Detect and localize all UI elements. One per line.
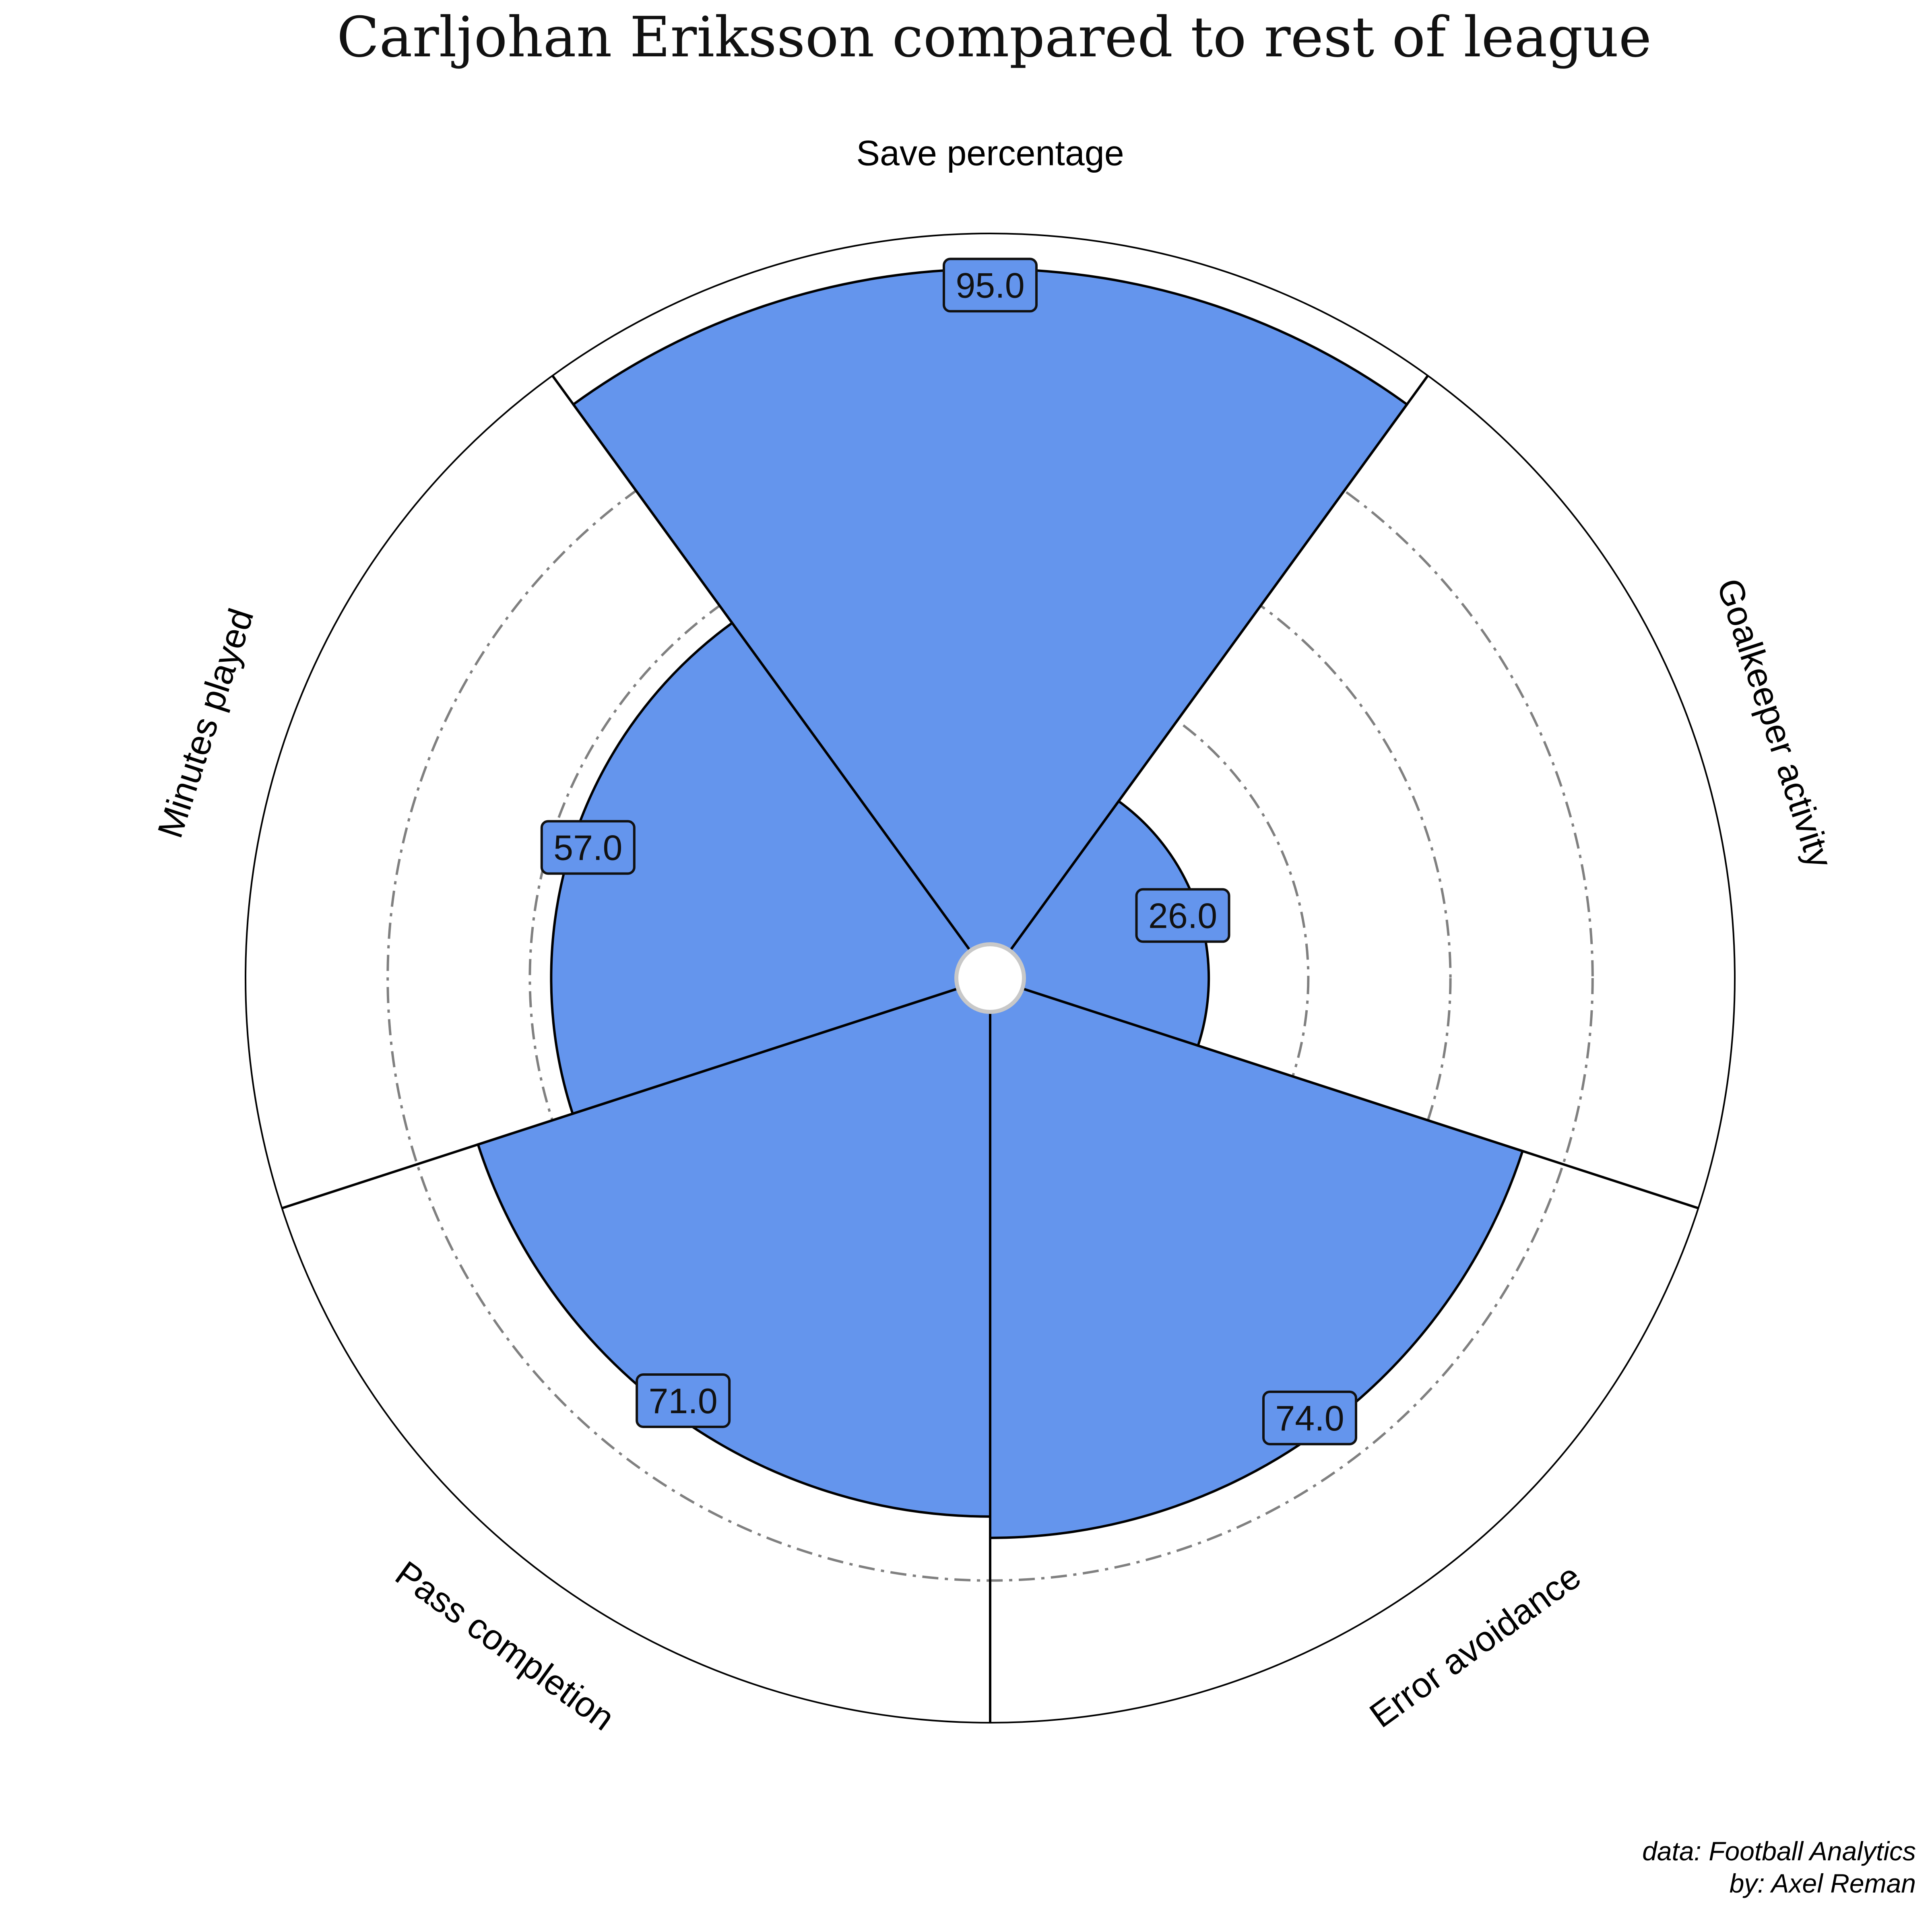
value-label-text: 57.0 [553,828,622,867]
value-label-text: 95.0 [956,265,1024,305]
value-label-box [540,820,636,875]
value-label-box [1135,888,1230,943]
value-label-4: 71.0 [636,1373,731,1428]
slice-divider [989,375,1429,979]
center-hole [954,942,1026,1014]
slice-error-avoidance [989,976,1524,1539]
outer-ring [245,233,1736,1724]
chart-title: Carljohan Eriksson compared to rest of l… [337,5,1652,70]
value-label-3: 74.0 [1262,1390,1358,1445]
value-label-box [943,258,1038,313]
slice-divider [551,375,991,979]
value-label-text: 74.0 [1275,1398,1344,1438]
value-label-5: 57.0 [540,820,636,875]
value-label-1: 95.0 [943,258,1038,313]
param-label-pass-completion: Pass completion [388,1553,622,1738]
value-label-text: 26.0 [1148,896,1217,936]
credit-data-source: data: Football Analytics [1642,1836,1916,1866]
param-label-minutes-played: Minutes played [150,604,261,843]
value-label-layer: 95.0 26.0 74.0 71.0 57.0 [540,258,1358,1445]
value-label-box [636,1373,731,1428]
slice-divider [281,977,991,1210]
slice-divider [990,977,1699,1210]
credit-author: by: Axel Reman [1730,1868,1916,1898]
param-label-save-percentage: Save percentage [856,133,1124,173]
value-label-2: 26.0 [1135,888,1230,943]
param-label-error-avoidance: Error avoidance [1362,1556,1588,1735]
param-label-goalkeeper-activity: Goalkeeper activity [1709,574,1840,872]
value-label-text: 71.0 [648,1381,717,1421]
divider-layer [281,375,1699,1723]
value-label-box [1262,1390,1358,1445]
